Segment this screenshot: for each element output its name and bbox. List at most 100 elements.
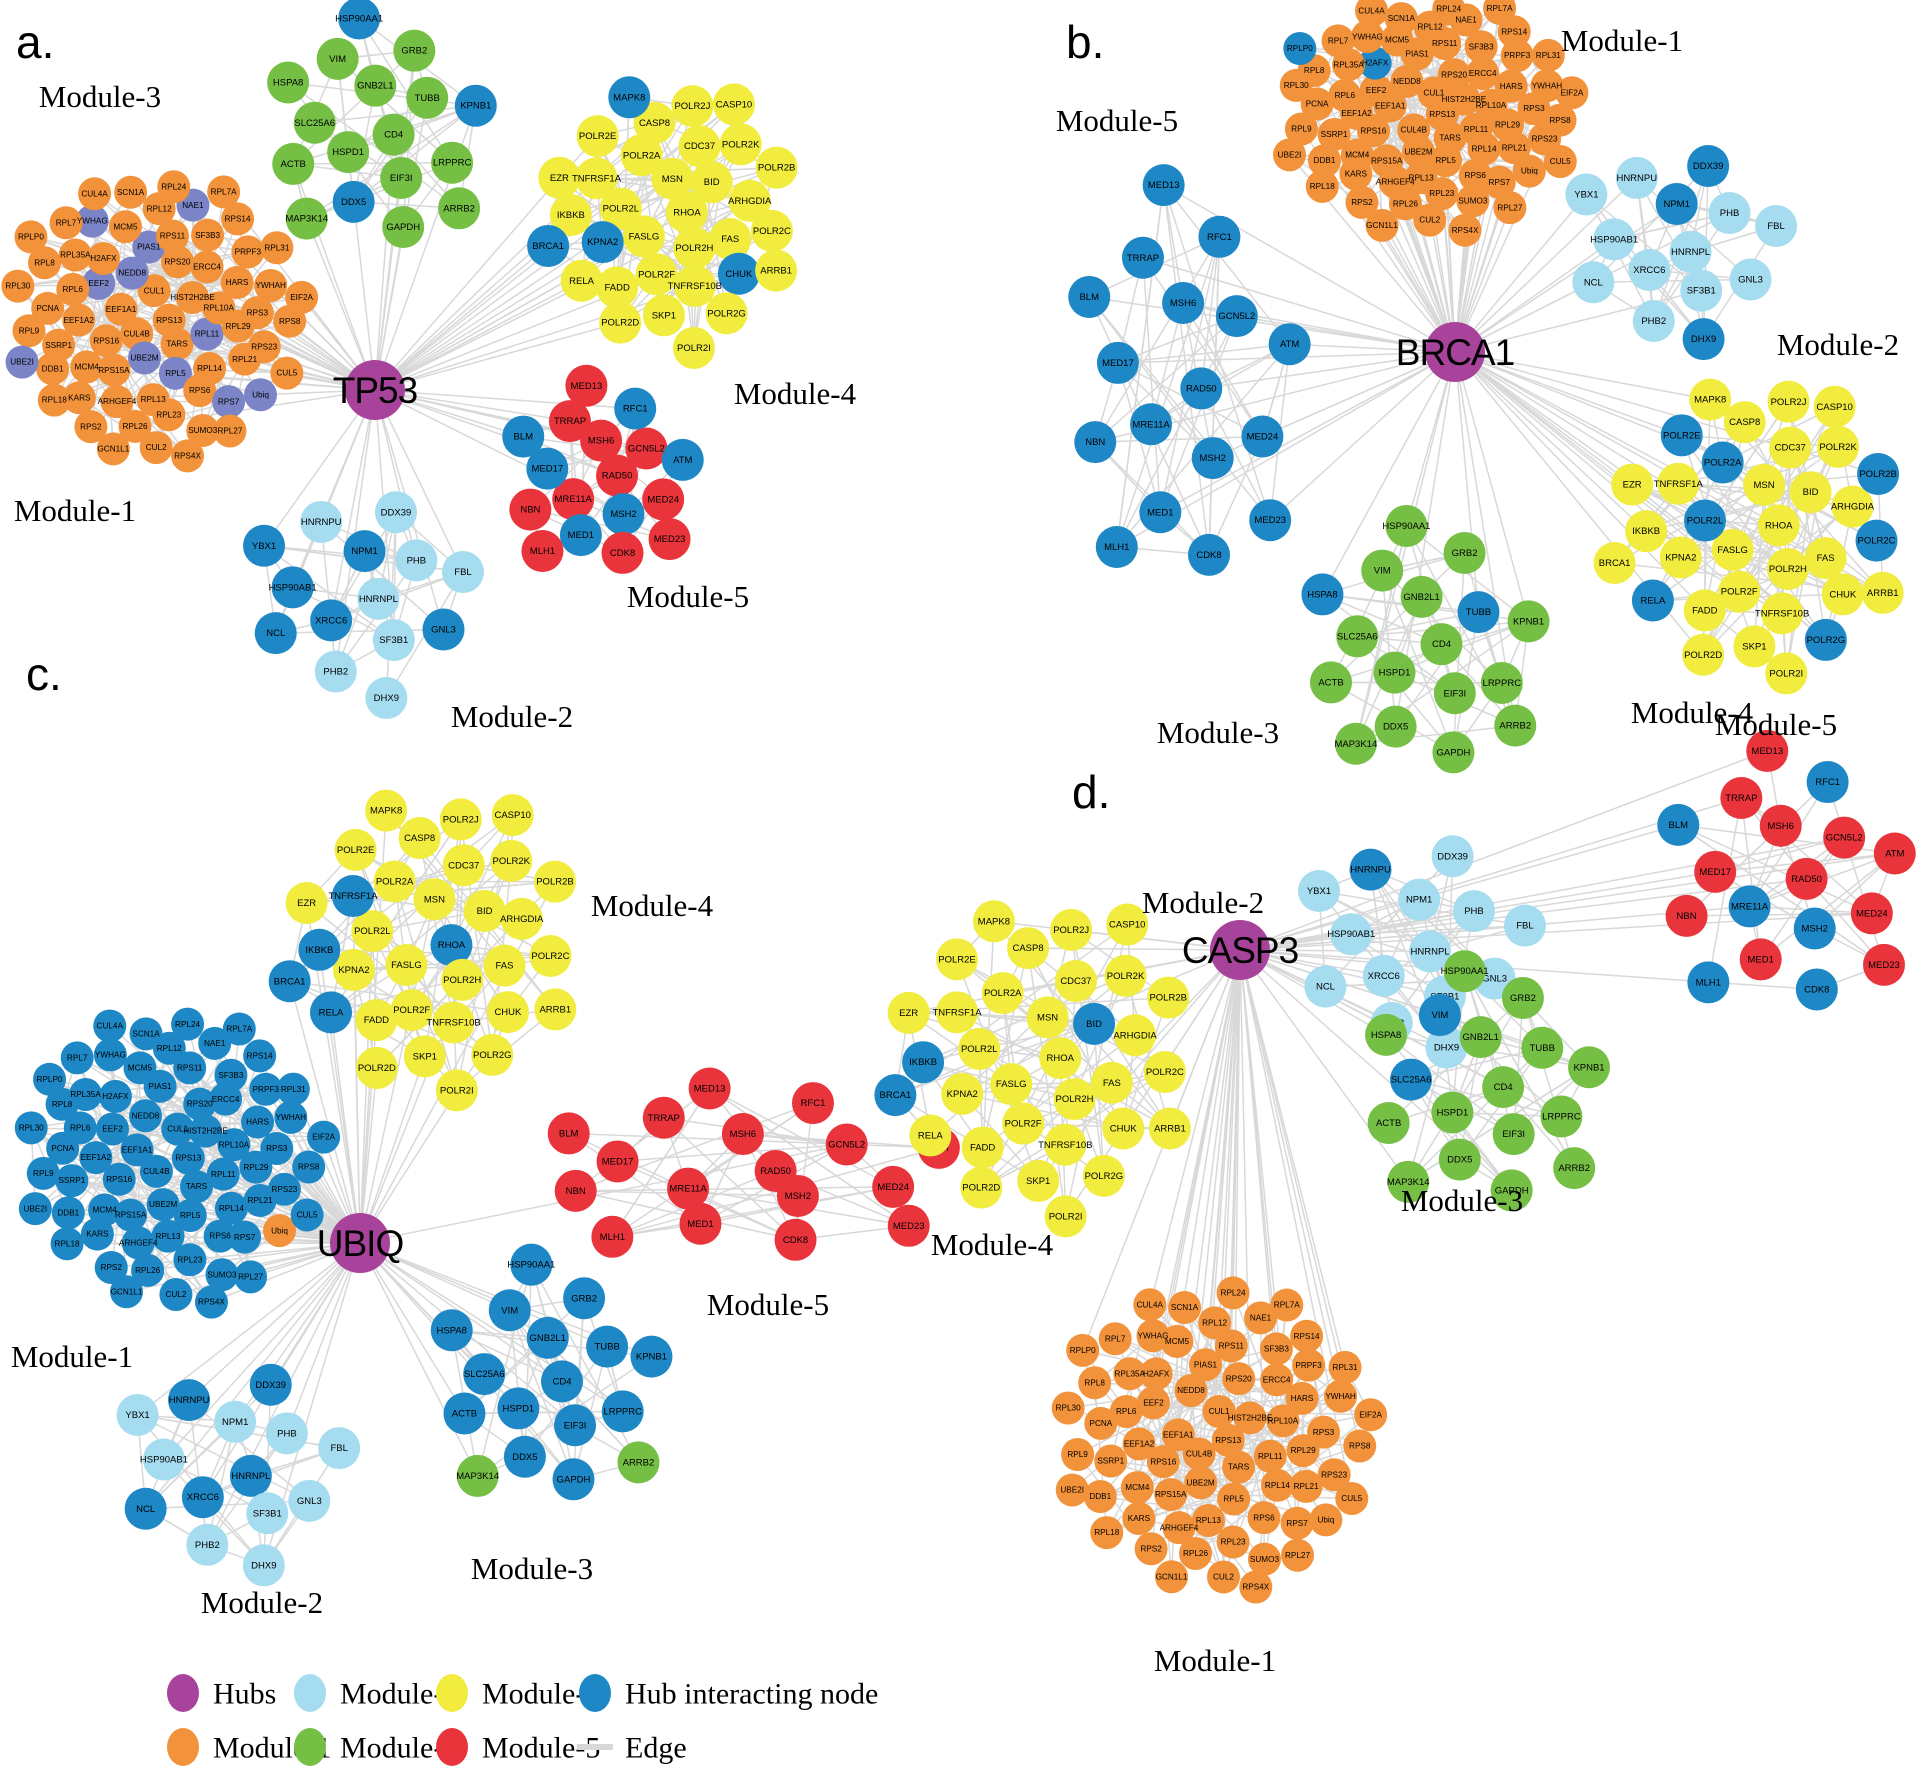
node-BRCA1[interactable]: [527, 224, 570, 267]
node-GCN5L2[interactable]: [625, 427, 668, 470]
node-RELA[interactable]: [560, 259, 603, 302]
node-RAD50[interactable]: [1785, 857, 1828, 900]
node-MAP3K14[interactable]: [456, 1454, 499, 1497]
node-RPL30[interactable]: [1051, 1391, 1085, 1425]
node-DDX39[interactable]: [1431, 835, 1474, 878]
node-RPS8[interactable]: [1543, 103, 1577, 137]
node-H2AFX[interactable]: [1139, 1357, 1173, 1391]
node-RPL6[interactable]: [1328, 78, 1362, 112]
node-CUL4A[interactable]: [1355, 0, 1389, 28]
node-CASP10[interactable]: [1106, 903, 1149, 946]
node-BRCA1[interactable]: [874, 1074, 917, 1117]
node-YBX1[interactable]: [1565, 173, 1608, 216]
node-TRRAP[interactable]: [1720, 776, 1763, 819]
node-DDX5[interactable]: [1438, 1138, 1481, 1181]
node-MCM5[interactable]: [123, 1051, 157, 1085]
node-RHOA[interactable]: [1039, 1037, 1082, 1080]
node-RPS6[interactable]: [203, 1219, 237, 1253]
node-RPL7A[interactable]: [222, 1012, 256, 1046]
node-RPS4X[interactable]: [194, 1285, 228, 1319]
node-NBN[interactable]: [1074, 421, 1117, 464]
node-CASP10[interactable]: [1813, 385, 1856, 428]
node-DDB1[interactable]: [1083, 1479, 1117, 1513]
node-TNFRSF10B[interactable]: [1761, 592, 1804, 635]
node-YWHAH[interactable]: [1530, 69, 1564, 103]
node-DDX39[interactable]: [249, 1363, 292, 1406]
node-UBE2M[interactable]: [1402, 135, 1436, 169]
node-CUL2[interactable]: [159, 1278, 193, 1312]
node-KPNA2[interactable]: [581, 221, 624, 264]
node-HSPA8[interactable]: [430, 1309, 473, 1352]
node-YWHAH[interactable]: [1324, 1379, 1358, 1413]
node-RPS7[interactable]: [1280, 1506, 1314, 1540]
node-RPLP0[interactable]: [14, 220, 48, 254]
node-POLR2L[interactable]: [958, 1027, 1001, 1070]
node-SUMO3[interactable]: [205, 1258, 239, 1292]
node-POLR2A[interactable]: [981, 972, 1024, 1015]
node-MCM4[interactable]: [1120, 1471, 1154, 1505]
node-SLC25A6[interactable]: [1390, 1058, 1433, 1101]
node-LRPPRC[interactable]: [1480, 662, 1523, 705]
node-GNL3[interactable]: [422, 608, 465, 651]
node-CUL5[interactable]: [270, 356, 304, 390]
node-CUL4B[interactable]: [139, 1154, 173, 1188]
node-SF3B1[interactable]: [1680, 269, 1723, 312]
node-MAP3K14[interactable]: [285, 197, 328, 240]
node-MAP3K14[interactable]: [1334, 722, 1377, 765]
node-KPNB1[interactable]: [630, 1335, 673, 1378]
node-NEDD8[interactable]: [1174, 1374, 1208, 1408]
node-CHUK[interactable]: [717, 252, 760, 295]
node-BID[interactable]: [1073, 1002, 1116, 1045]
node-RPS16[interactable]: [1146, 1445, 1180, 1479]
node-GAPDH[interactable]: [382, 206, 425, 249]
node-POLR2D[interactable]: [355, 1046, 398, 1089]
node-NBN[interactable]: [1665, 894, 1708, 937]
node-SF3B1[interactable]: [246, 1492, 289, 1535]
node-MED1[interactable]: [1139, 491, 1182, 534]
node-UBE2I[interactable]: [1055, 1473, 1089, 1507]
node-Ubiq[interactable]: [243, 378, 277, 412]
node-BLM[interactable]: [1657, 803, 1700, 846]
node-RPL18[interactable]: [50, 1227, 84, 1261]
node-HSP90AA1[interactable]: [510, 1243, 553, 1286]
node-ACTB[interactable]: [272, 142, 315, 185]
node-MED24[interactable]: [872, 1165, 915, 1208]
node-POLR2L[interactable]: [351, 910, 394, 953]
node-ARHGDIA[interactable]: [728, 179, 771, 222]
node-MED17[interactable]: [596, 1140, 639, 1183]
node-MED13[interactable]: [688, 1067, 731, 1110]
node-CDC37[interactable]: [1054, 959, 1097, 1002]
node-RPL14[interactable]: [1260, 1468, 1294, 1502]
node-SF3B3[interactable]: [191, 218, 225, 252]
node-SUMO3[interactable]: [186, 413, 220, 447]
node-HSPA8[interactable]: [267, 61, 310, 104]
node-KPNB1[interactable]: [1568, 1046, 1611, 1089]
node-POLR2C[interactable]: [750, 209, 793, 252]
node-RPL9[interactable]: [12, 314, 46, 348]
node-IKBKB[interactable]: [549, 194, 592, 237]
node-SF3B3[interactable]: [1464, 30, 1498, 64]
node-GCN1L1[interactable]: [109, 1275, 143, 1309]
node-POLR2J[interactable]: [1050, 908, 1093, 951]
node-DDB1[interactable]: [51, 1196, 85, 1230]
node-EZR[interactable]: [285, 882, 328, 925]
node-GCN1L1[interactable]: [96, 432, 130, 466]
node-VIM[interactable]: [1361, 549, 1404, 592]
node-MED17[interactable]: [526, 447, 569, 490]
node-CUL1[interactable]: [161, 1112, 195, 1146]
node-MLH1[interactable]: [521, 529, 564, 572]
node-RPS3[interactable]: [1306, 1415, 1340, 1449]
node-RPL23[interactable]: [173, 1243, 207, 1277]
node-RPL27[interactable]: [213, 414, 247, 448]
node-RPL30[interactable]: [14, 1111, 48, 1145]
node-MAP3K14[interactable]: [1387, 1160, 1430, 1203]
node-GAPDH[interactable]: [1432, 731, 1475, 774]
node-RPL7A[interactable]: [1270, 1288, 1304, 1322]
node-RPL5[interactable]: [158, 356, 192, 390]
node-DDX5[interactable]: [1374, 705, 1417, 748]
node-MED1[interactable]: [559, 514, 602, 557]
node-PHB2[interactable]: [314, 650, 357, 693]
node-ATM[interactable]: [1873, 832, 1916, 875]
node-RPL7[interactable]: [60, 1041, 94, 1075]
node-POLR2C[interactable]: [529, 935, 572, 978]
